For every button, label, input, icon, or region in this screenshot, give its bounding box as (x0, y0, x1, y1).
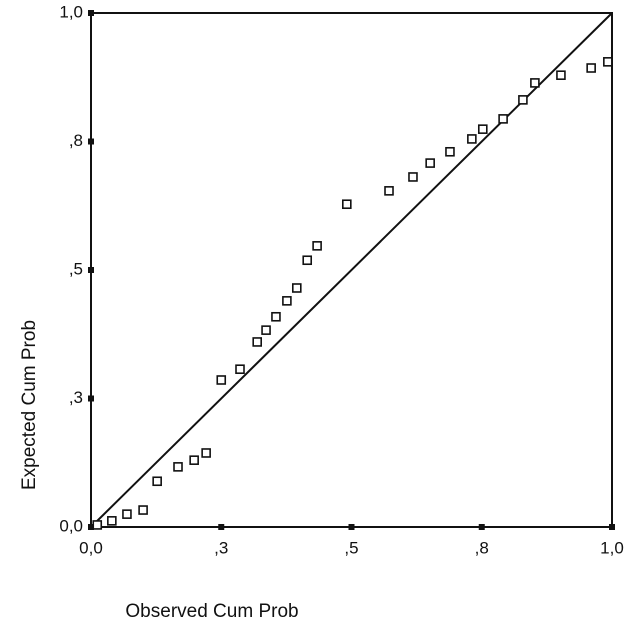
y-tick-mark (88, 267, 94, 273)
y-tick-label: ,8 (69, 131, 83, 150)
point (425, 158, 435, 168)
y-tick-mark (88, 138, 94, 145)
point (152, 476, 162, 487)
point (189, 455, 199, 465)
point (107, 516, 117, 526)
point (556, 70, 566, 80)
point (216, 375, 227, 385)
point (498, 114, 508, 124)
point (302, 255, 313, 266)
y-tick-mark (88, 10, 94, 16)
point (342, 199, 352, 210)
y-axis-title: Expected Cum Prob (19, 320, 40, 490)
point (252, 337, 262, 347)
x-axis-title: Observed Cum Prob (125, 601, 298, 622)
point (312, 241, 322, 251)
reference-line (90, 12, 613, 528)
x-tick-label: ,3 (214, 538, 228, 557)
point (586, 63, 596, 73)
point (603, 57, 613, 67)
x-tick-label: 1,0 (600, 538, 624, 557)
x-tick-mark (218, 524, 225, 530)
x-tick-label: ,8 (475, 538, 489, 557)
y-tick-mark (88, 395, 94, 402)
point (201, 448, 211, 458)
x-tick-mark (348, 524, 355, 530)
point (445, 146, 455, 157)
x-tick-label: 0,0 (79, 538, 103, 557)
point (122, 509, 132, 519)
y-tick-label: ,5 (69, 259, 83, 278)
point (467, 134, 477, 144)
x-tick-mark (609, 524, 615, 530)
x-tick-label: ,5 (344, 538, 358, 557)
point (530, 78, 540, 88)
point (271, 311, 281, 322)
point (261, 325, 271, 335)
point (173, 462, 183, 472)
y-tick-label: 0,0 (59, 516, 83, 535)
point (282, 296, 292, 306)
y-tick-mark (88, 524, 94, 530)
y-tick-label: 1,0 (59, 2, 83, 21)
y-tick-label: ,3 (69, 388, 83, 407)
point (384, 186, 394, 196)
point (518, 95, 528, 105)
point (92, 520, 103, 530)
x-tick-mark (478, 524, 485, 530)
point (408, 172, 418, 182)
point (138, 505, 148, 515)
point (235, 364, 245, 375)
point (291, 283, 302, 293)
point (477, 124, 488, 134)
